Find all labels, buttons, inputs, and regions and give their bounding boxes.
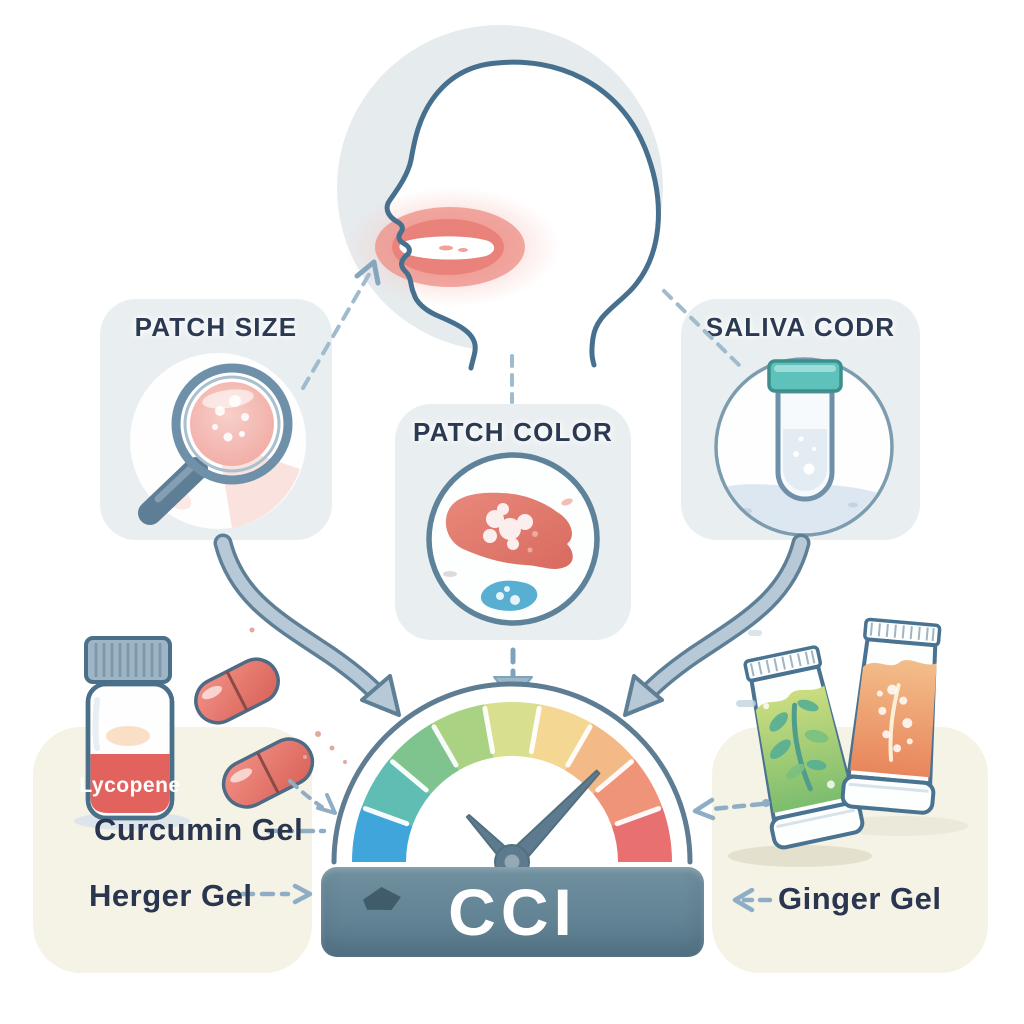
saliva-color-panel: SALIVA CODR xyxy=(681,299,920,540)
saliva-color-title: SALIVA CODR xyxy=(705,312,896,342)
banner-smudge-decoration xyxy=(362,885,402,913)
tube-cap xyxy=(767,359,843,393)
right-supplements-panel xyxy=(712,727,988,973)
head-outline xyxy=(384,59,661,371)
patch-size-title: PATCH SIZE xyxy=(134,312,298,342)
red-patch-blob xyxy=(445,492,573,569)
head-background-circle xyxy=(337,25,663,351)
arrow-patchsize-to-gauge xyxy=(213,533,401,717)
patch-color-title: PATCH COLOR xyxy=(413,417,613,447)
curcumin-gel-label: Curcumin Gel xyxy=(94,812,304,847)
arrow-patchcolor-to-gauge xyxy=(493,647,533,702)
gauge-rim xyxy=(331,681,693,865)
cci-result-banner: CCI xyxy=(321,867,704,957)
mouth-glow xyxy=(344,187,560,307)
mouth-glow-deep xyxy=(392,219,504,275)
gauge-color-band xyxy=(351,701,673,862)
mouth-opening xyxy=(399,236,495,260)
arrowhead xyxy=(354,259,381,286)
tongue-speck xyxy=(458,248,468,252)
mouth-glow-mid xyxy=(375,207,525,287)
cci-label: CCI xyxy=(448,875,577,949)
head-illustration xyxy=(337,25,663,376)
arrowhead xyxy=(360,674,401,717)
saliva-pool xyxy=(718,484,890,533)
tongue-speck xyxy=(439,245,453,251)
tube-liquid xyxy=(783,429,827,491)
arrowhead xyxy=(493,676,533,702)
arrow-saliva-to-gauge xyxy=(623,533,811,717)
arrowhead xyxy=(623,674,664,717)
head-fill xyxy=(387,62,659,376)
gauge-ticks xyxy=(362,705,662,827)
left-supplements-panel xyxy=(33,727,312,973)
herger-gel-label: Herger Gel xyxy=(89,878,253,913)
gauge-needle xyxy=(465,769,601,880)
blue-patch-blob xyxy=(480,580,538,611)
gauge-face xyxy=(334,684,690,862)
cci-gauge xyxy=(331,681,693,880)
patch-size-panel: PATCH SIZE xyxy=(100,299,332,540)
patch-color-panel: PATCH COLOR xyxy=(395,404,631,640)
ginger-gel-label: Ginger Gel xyxy=(778,881,942,916)
